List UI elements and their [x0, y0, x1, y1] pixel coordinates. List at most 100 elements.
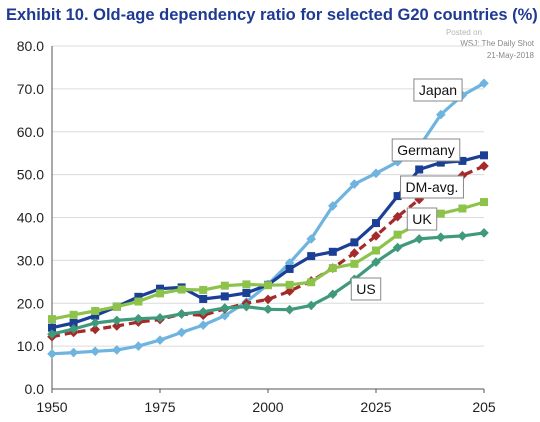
- data-point-uk: [112, 302, 121, 311]
- series-line-dm-avg: [51, 164, 485, 339]
- data-point-uk: [350, 259, 359, 268]
- data-point-dm-avg: [284, 286, 295, 297]
- data-point-japan: [436, 109, 446, 120]
- data-point-uk: [91, 306, 100, 315]
- data-point-japan: [176, 327, 187, 338]
- data-point-us: [68, 324, 79, 334]
- series-label-box-germany: [391, 138, 461, 162]
- data-point-dm-avg: [112, 321, 122, 331]
- data-point-germany: [285, 264, 294, 273]
- data-point-uk: [134, 297, 143, 306]
- data-point-uk: [372, 246, 380, 255]
- data-point-us: [198, 307, 208, 317]
- data-point-us: [47, 329, 57, 339]
- data-point-dm-avg: [349, 248, 360, 258]
- data-point-germany: [242, 288, 251, 297]
- series-label-japan: Japan: [419, 82, 457, 98]
- data-point-japan: [112, 345, 122, 355]
- data-point-japan: [371, 168, 381, 179]
- series-labels: Japan Germany DM-avg. UK US: [350, 78, 464, 301]
- series-label-uk: UK: [412, 211, 432, 227]
- data-point-germany: [480, 151, 488, 160]
- x-tick-label: 2025: [360, 399, 391, 415]
- data-point-japan: [68, 347, 79, 358]
- data-point-us: [263, 304, 273, 315]
- data-point-uk: [69, 310, 78, 319]
- data-point-germany: [350, 238, 359, 247]
- data-point-uk: [199, 285, 208, 294]
- series-label-box-us: [350, 277, 382, 301]
- data-point-us: [133, 313, 144, 324]
- data-point-japan: [392, 156, 403, 167]
- data-point-uk: [458, 204, 467, 213]
- data-point-uk: [480, 198, 488, 207]
- data-point-dm-avg: [371, 231, 381, 241]
- data-point-us: [241, 301, 252, 312]
- y-tick-label: 40.0: [17, 210, 44, 226]
- x-tick-label: 1950: [36, 399, 67, 415]
- data-point-germany: [372, 219, 380, 228]
- data-point-japan: [328, 201, 338, 211]
- data-point-germany: [134, 292, 143, 301]
- data-point-germany: [458, 156, 467, 165]
- data-point-germany: [48, 323, 56, 332]
- data-point-us: [436, 232, 446, 243]
- data-point-germany: [199, 294, 208, 303]
- data-point-uk: [177, 285, 186, 294]
- data-point-us: [220, 303, 230, 313]
- x-tick-label: 205: [472, 399, 496, 415]
- data-point-us: [414, 234, 424, 244]
- data-point-japan: [198, 320, 208, 330]
- series-label-dm-avg: DM-avg.: [406, 179, 459, 195]
- data-point-japan: [133, 341, 144, 351]
- data-point-germany: [307, 252, 316, 261]
- data-point-us: [90, 318, 100, 328]
- y-tick-label: 70.0: [17, 81, 44, 97]
- data-point-uk: [242, 280, 251, 289]
- data-point-us: [371, 257, 381, 267]
- data-point-us: [155, 313, 165, 323]
- chart-axes: 0.0 10.0 20.0 30.0 40.0 50.0 60.0 70.0 80.0 1950 1…: [17, 38, 496, 415]
- data-point-japan: [479, 78, 489, 89]
- data-point-dm-avg: [392, 211, 403, 222]
- x-tick-label: 1975: [144, 399, 175, 415]
- data-point-japan: [220, 310, 230, 321]
- chart-title: Exhibit 10. Old-age dependency ratio for…: [6, 6, 538, 24]
- data-point-germany: [328, 247, 337, 256]
- data-point-dm-avg: [263, 294, 273, 305]
- data-point-germany: [91, 311, 100, 320]
- y-tick-label: 20.0: [17, 295, 44, 311]
- data-point-us: [457, 231, 468, 241]
- x-tick-label: 2000: [252, 399, 283, 415]
- data-point-uk: [285, 280, 294, 289]
- y-tick-label: 10.0: [17, 338, 44, 354]
- data-point-japan: [155, 335, 165, 345]
- data-point-germany: [415, 165, 424, 174]
- source-name: WSJ: The Daily Shot: [460, 39, 534, 48]
- data-point-japan: [90, 346, 100, 357]
- data-point-germany: [393, 192, 402, 201]
- data-point-uk: [220, 281, 229, 290]
- series-label-us: US: [356, 281, 375, 297]
- y-tick-label: 30.0: [17, 252, 44, 268]
- y-tick-label: 60.0: [17, 124, 44, 140]
- source-posted-on: Posted on: [445, 28, 482, 37]
- data-point-japan: [47, 349, 57, 359]
- data-point-uk: [393, 230, 402, 239]
- data-point-us: [306, 300, 316, 311]
- source-date: 21-May-2018: [486, 51, 534, 60]
- y-tick-label: 0.0: [25, 381, 45, 397]
- data-point-dm-avg: [479, 161, 489, 171]
- data-point-germany: [436, 158, 445, 167]
- data-point-uk: [307, 278, 316, 287]
- data-point-uk: [156, 289, 164, 298]
- series-label-box-uk: [406, 207, 438, 231]
- y-tick-label: 50.0: [17, 167, 44, 183]
- series-label-germany: Germany: [397, 142, 455, 158]
- data-point-dm-avg: [90, 324, 100, 335]
- y-tick-label: 80.0: [17, 38, 44, 54]
- data-point-dm-avg: [457, 170, 468, 181]
- data-point-germany: [220, 292, 229, 301]
- series-label-box-dm-avg: [400, 175, 464, 199]
